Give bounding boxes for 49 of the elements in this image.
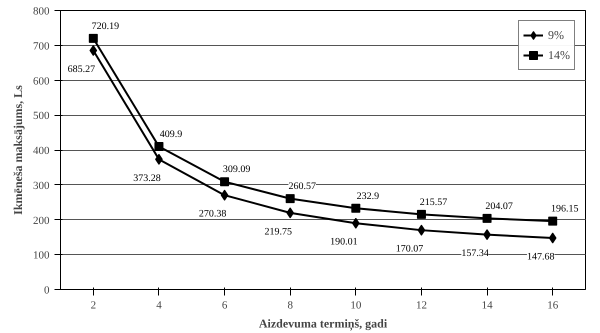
data-label: 190.01 (330, 236, 358, 248)
point (416, 210, 426, 219)
y-axis-title: Ikmēneša maksājums, Ls (11, 84, 25, 215)
point (220, 177, 230, 186)
x-tick-label: 6 (222, 300, 228, 312)
y-tick-label: 700 (33, 40, 50, 52)
y-tick-label: 500 (33, 110, 50, 122)
y-tick-label: 100 (33, 250, 50, 262)
data-label: 215.57 (420, 196, 448, 208)
x-tick-label: 4 (156, 300, 162, 312)
point (89, 45, 98, 56)
data-label: 232.9 (356, 190, 380, 202)
data-label: 204.07 (485, 200, 513, 212)
x-tick-label: 16 (547, 300, 559, 312)
data-label: 309.09 (222, 164, 250, 176)
y-tick-label: 800 (33, 6, 50, 18)
data-label: 219.75 (264, 226, 292, 238)
x-tick-label: 14 (482, 300, 494, 312)
point (286, 194, 295, 204)
y-tick-label: 0 (44, 284, 50, 296)
legend-label: 9% (548, 28, 565, 42)
x-tick-label: 10 (350, 300, 362, 312)
point (351, 204, 360, 213)
point (482, 214, 492, 223)
data-label: 260.57 (288, 181, 316, 192)
data-label: 170.07 (396, 244, 424, 255)
x-axis-title: Aizdevuma termiņš, gadi (258, 316, 388, 332)
y-tick-label: 600 (33, 75, 50, 88)
data-label: 157.34 (461, 248, 489, 260)
data-label: 270.38 (198, 208, 226, 220)
point (352, 218, 360, 229)
point (286, 207, 294, 218)
data-label: 147.68 (526, 251, 554, 262)
y-tick-label: 200 (33, 214, 50, 227)
point (154, 142, 164, 152)
point (548, 232, 557, 244)
data-label: 196.15 (550, 204, 578, 215)
x-tick-label: 8 (287, 300, 294, 312)
x-tick-label: 12 (416, 300, 427, 312)
data-label: 409.9 (160, 129, 182, 140)
point (88, 34, 98, 43)
x-tick-label: 2 (90, 300, 96, 312)
legend-label: 14% (548, 48, 570, 62)
data-label: 373.28 (133, 172, 161, 184)
y-tick-label: 300 (33, 180, 50, 192)
data-label: 685.27 (68, 64, 96, 76)
data-label: 720.19 (92, 20, 120, 32)
point (548, 216, 558, 226)
y-tick-label: 400 (33, 145, 50, 157)
